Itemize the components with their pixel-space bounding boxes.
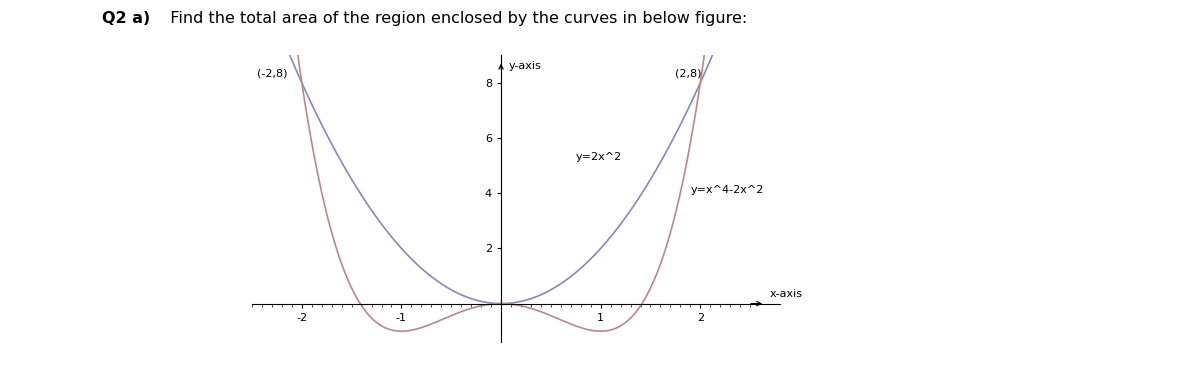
Text: y=x^4-2x^2: y=x^4-2x^2 xyxy=(690,185,763,195)
Text: x-axis: x-axis xyxy=(770,289,803,299)
Text: y=2x^2: y=2x^2 xyxy=(576,152,622,162)
Text: y-axis: y-axis xyxy=(509,61,541,71)
Text: Find the total area of the region enclosed by the curves in below figure:: Find the total area of the region enclos… xyxy=(160,11,746,26)
Text: Q2 a): Q2 a) xyxy=(102,11,150,26)
Text: (-2,8): (-2,8) xyxy=(257,69,288,79)
Text: (2,8): (2,8) xyxy=(676,69,702,79)
